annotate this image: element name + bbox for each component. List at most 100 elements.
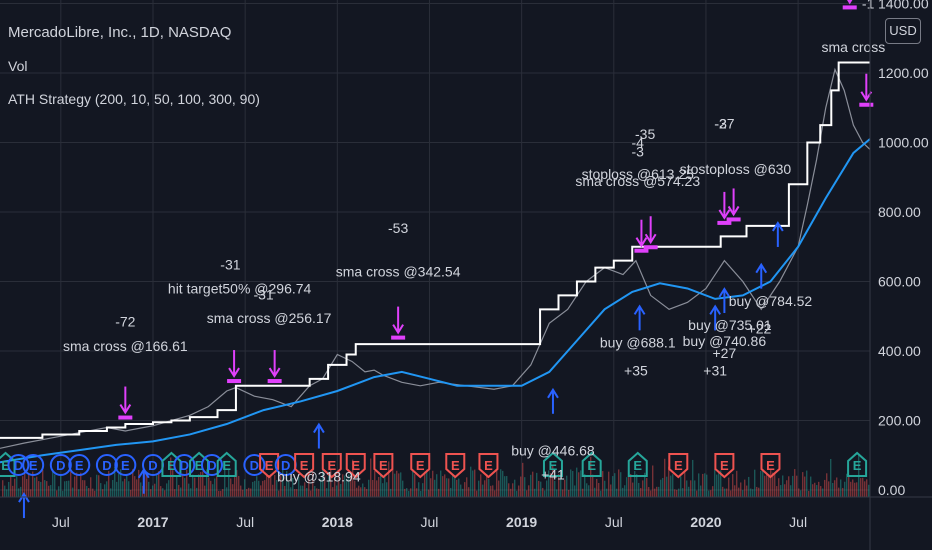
volume-bar: [790, 485, 792, 497]
volume-bar: [330, 469, 332, 497]
volume-bar: [520, 476, 522, 497]
sell-bar: [643, 245, 658, 250]
volume-bar: [322, 470, 324, 497]
volume-bar: [562, 489, 564, 497]
volume-bar: [640, 488, 642, 497]
volume-bar: [302, 485, 304, 497]
volume-bar: [656, 486, 658, 497]
volume-bar: [746, 485, 748, 497]
volume-bar: [22, 476, 24, 497]
volume-bar: [402, 480, 404, 497]
volume-bar: [834, 480, 836, 497]
volume-bar: [246, 489, 248, 497]
volume-bar: [440, 470, 442, 497]
volume-bar: [608, 471, 610, 497]
volume-bar: [40, 481, 42, 497]
trade-annotation: +31: [703, 362, 727, 378]
volume-bar: [724, 488, 726, 497]
event-badge-label: D: [207, 458, 216, 473]
volume-bar: [404, 488, 406, 497]
volume-bar: [314, 486, 316, 497]
volume-bar: [92, 488, 94, 497]
volume-bar: [172, 470, 174, 497]
volume-bar: [584, 474, 586, 497]
volume-bar: [262, 480, 264, 497]
currency-button[interactable]: USD: [885, 18, 921, 44]
y-tick-label: 200.00: [878, 413, 921, 429]
volume-bar: [320, 478, 322, 497]
event-badge-circle: [49, 454, 72, 476]
sell-bar: [118, 415, 133, 420]
volume-bar: [114, 466, 116, 497]
volume-bar: [24, 469, 26, 497]
volume-bar: [594, 487, 596, 497]
strategy-legend[interactable]: ATH Strategy (200, 10, 50, 100, 300, 90): [8, 91, 260, 107]
volume-bar: [240, 485, 242, 497]
volume-bar: [420, 490, 422, 497]
volume-bar: [854, 482, 856, 497]
y-axis[interactable]: 0.00 200.00 400.00 600.00 800.00 1000.00 1200.…: [869, 0, 929, 550]
volume-bar: [438, 488, 440, 497]
volume-bar: [74, 476, 76, 497]
trade-annotation: sma cross @342.54: [336, 263, 461, 279]
volume-bar: [480, 474, 482, 497]
volume-bar: [778, 478, 780, 497]
x-tick-label: Jul: [236, 514, 254, 530]
event-badge-shield: [410, 453, 431, 479]
event-badge-circle: [22, 454, 45, 476]
volume-bar: [540, 481, 542, 497]
volume-bar: [226, 487, 228, 497]
event-badge-label: E: [853, 458, 862, 473]
series-lines: [0, 61, 871, 464]
volume-bar: [642, 480, 644, 497]
trade-annotation: stostoploss @630: [680, 161, 792, 177]
volume-bar: [758, 487, 760, 497]
volume-bar: [236, 470, 238, 497]
volume-bar: [868, 484, 870, 497]
y-tick-label: 400.00: [878, 343, 921, 359]
volume-bar: [550, 473, 552, 497]
volume-bar: [100, 483, 102, 497]
symbol-title[interactable]: MercadoLibre, Inc., 1D, NASDAQ: [8, 24, 232, 41]
volume-bar: [544, 490, 546, 497]
volume-bar: [10, 476, 12, 497]
volume-bar: [610, 484, 612, 497]
volume-bar: [210, 480, 212, 497]
y-tick-label: 0.00: [878, 482, 905, 498]
event-badge-shield: [478, 453, 499, 479]
volume-bar: [460, 484, 462, 497]
volume-bar: [620, 472, 622, 497]
volume-bar: [358, 485, 360, 497]
volume-bar: [506, 476, 508, 497]
volume-bar: [526, 490, 528, 497]
volume-bar: [134, 476, 136, 497]
volume-bar: [6, 489, 8, 497]
volume-bar: [840, 479, 842, 497]
series-ath-line: [0, 61, 870, 439]
volume-bar: [174, 489, 176, 497]
buy-arrowhead: [18, 492, 30, 503]
trade-annotation: -4: [632, 135, 645, 151]
volume-bar: [554, 480, 556, 497]
volume-bar: [466, 477, 468, 497]
volume-bar: [252, 481, 254, 497]
volume-bar: [794, 469, 796, 497]
volume-bar: [546, 480, 548, 497]
buy-arrowhead: [718, 287, 731, 298]
volume-bar: [356, 487, 358, 497]
volume-bar: [488, 479, 490, 497]
volume-bar: [386, 482, 388, 497]
volume-bar: [842, 487, 844, 497]
volume-bar: [704, 473, 706, 497]
volume-bar: [312, 469, 314, 497]
volume-bar: [164, 490, 166, 497]
volume-bar: [566, 475, 568, 497]
volume-bar: [122, 481, 124, 497]
volume-bar: [534, 488, 536, 497]
x-axis[interactable]: Jul 2017 Jul 2018 Jul 2019 Jul 2020 Jul: [0, 496, 932, 530]
volume-legend[interactable]: Vol: [8, 58, 28, 74]
trade-annotation: -3: [714, 116, 727, 132]
event-badge-circle: [95, 454, 118, 476]
